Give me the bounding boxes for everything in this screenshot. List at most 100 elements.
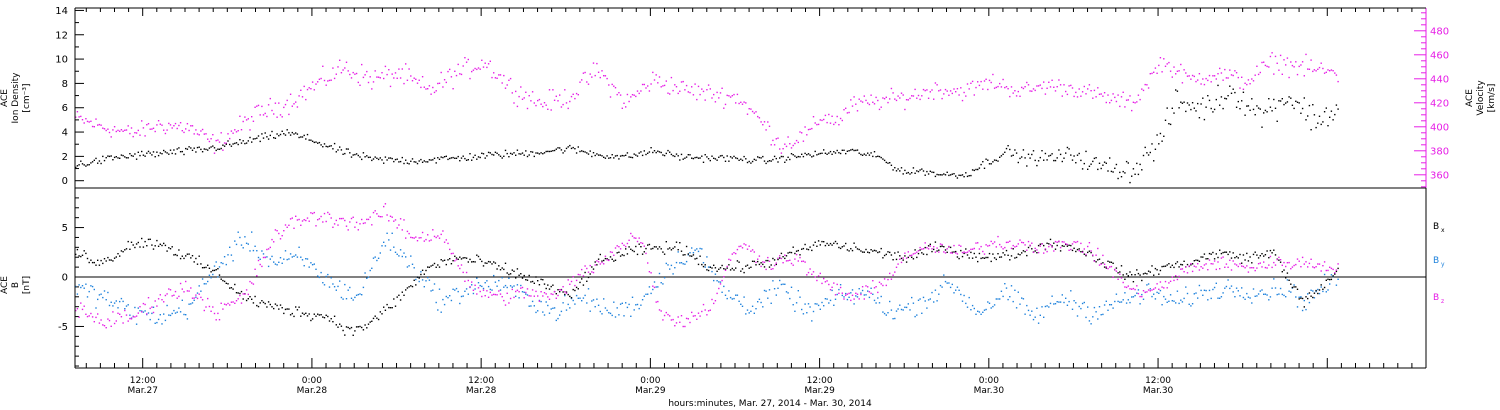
velocity-series-point <box>1163 58 1165 60</box>
velocity-series-point <box>139 134 141 136</box>
bx-series-point <box>308 313 310 315</box>
by-series-point <box>112 305 114 307</box>
bz-series-point <box>851 294 854 296</box>
bz-series-point <box>567 279 569 281</box>
density-series-point <box>807 153 810 155</box>
velocity-series-point <box>1183 69 1185 71</box>
bz-series-point <box>1313 267 1316 269</box>
bx-series-point <box>262 301 265 304</box>
velocity-series-point <box>410 75 412 77</box>
bx-series-point <box>633 250 635 253</box>
by-series-point <box>185 314 187 316</box>
bx-series-point <box>826 242 828 245</box>
density-series-point <box>295 132 297 134</box>
velocity-series-point <box>445 81 447 84</box>
density-series-point <box>922 170 925 172</box>
density-series-point <box>1031 153 1033 156</box>
velocity-series-point <box>256 105 258 107</box>
by-series-point <box>1066 304 1069 306</box>
bx-series-point <box>1163 265 1165 268</box>
by-series-point <box>946 282 948 284</box>
density-series-point <box>655 151 657 154</box>
velocity-series-point <box>927 97 930 99</box>
bz-series-point <box>811 273 813 275</box>
bz-series-point <box>120 316 123 318</box>
by-series-point <box>900 308 903 311</box>
bx-series-point <box>572 288 574 291</box>
velocity-series-point <box>322 65 324 67</box>
velocity-series-point <box>733 93 735 96</box>
velocity-series-point <box>1131 109 1133 112</box>
by-series-point <box>938 293 940 295</box>
by-series-point <box>217 276 219 278</box>
bz-series-point <box>652 285 654 287</box>
bz-series-point <box>484 295 486 297</box>
bz-series-point <box>291 217 293 219</box>
velocity-series-point <box>325 84 327 86</box>
by-series-point <box>393 246 395 248</box>
density-series-point <box>880 156 882 159</box>
velocity-series-point <box>186 123 189 125</box>
velocity-series-point <box>608 84 610 86</box>
density-series-point <box>472 156 475 159</box>
bx-series-point <box>1225 251 1228 253</box>
bz-series-point <box>1124 286 1126 288</box>
velocity-series-point <box>113 126 116 128</box>
density-series-point <box>310 139 312 141</box>
velocity-series-point <box>200 130 202 132</box>
velocity-series-point <box>1266 65 1268 68</box>
by-series-point <box>496 285 498 287</box>
by-series-point <box>966 306 969 308</box>
density-series-point <box>740 158 742 160</box>
density-series-point <box>619 155 622 157</box>
bz-series-point <box>1335 269 1338 271</box>
bx-series-point <box>758 263 761 266</box>
density-series-point <box>462 155 464 157</box>
bz-series-point <box>731 253 733 255</box>
bz-series-point <box>592 271 595 274</box>
density-series-point <box>863 153 865 155</box>
velocity-series-point <box>179 122 182 124</box>
density-series-point <box>789 158 791 161</box>
by-series-point <box>680 262 683 264</box>
bz-series-point <box>223 303 226 305</box>
velocity-series-point <box>760 121 762 123</box>
by-series-point <box>1102 313 1104 316</box>
by-series-point <box>899 304 901 306</box>
bx-series-point <box>961 255 964 258</box>
bx-series-point <box>685 245 688 248</box>
velocity-series-point <box>577 94 579 96</box>
velocity-series-point <box>1007 88 1009 90</box>
density-series-point <box>171 152 173 155</box>
bz-series-point <box>799 256 801 259</box>
bx-series-point <box>591 266 593 268</box>
bz-series-point <box>1161 286 1163 288</box>
density-series-point <box>457 155 459 158</box>
bz-series-point <box>191 297 194 299</box>
by-series-point <box>1197 297 1199 299</box>
bz-series-point <box>494 293 497 296</box>
bx-series-point <box>968 257 970 259</box>
density-series-point <box>1139 163 1141 166</box>
bx-series-point <box>687 253 689 255</box>
velocity-series-point <box>645 87 647 89</box>
density-series-point <box>1171 107 1173 109</box>
bx-series-point <box>1212 251 1214 254</box>
by-series-point <box>870 287 872 289</box>
bx-series-point <box>631 249 634 252</box>
by-series-point <box>553 307 556 309</box>
velocity-series-point <box>251 116 253 118</box>
bx-series-point <box>929 243 931 245</box>
bz-series-point <box>190 287 192 289</box>
density-series-point <box>1293 107 1295 110</box>
bx-series-point <box>83 250 85 252</box>
by-series-point <box>1212 288 1214 291</box>
by-series-point <box>675 261 678 264</box>
bz-series-point <box>1200 266 1202 268</box>
by-series-point <box>828 302 830 304</box>
by-series-point <box>1305 308 1307 311</box>
by-series-point <box>156 321 158 324</box>
by-series-point <box>696 248 698 250</box>
velocity-series-point <box>894 98 896 100</box>
by-series-point <box>83 287 85 289</box>
